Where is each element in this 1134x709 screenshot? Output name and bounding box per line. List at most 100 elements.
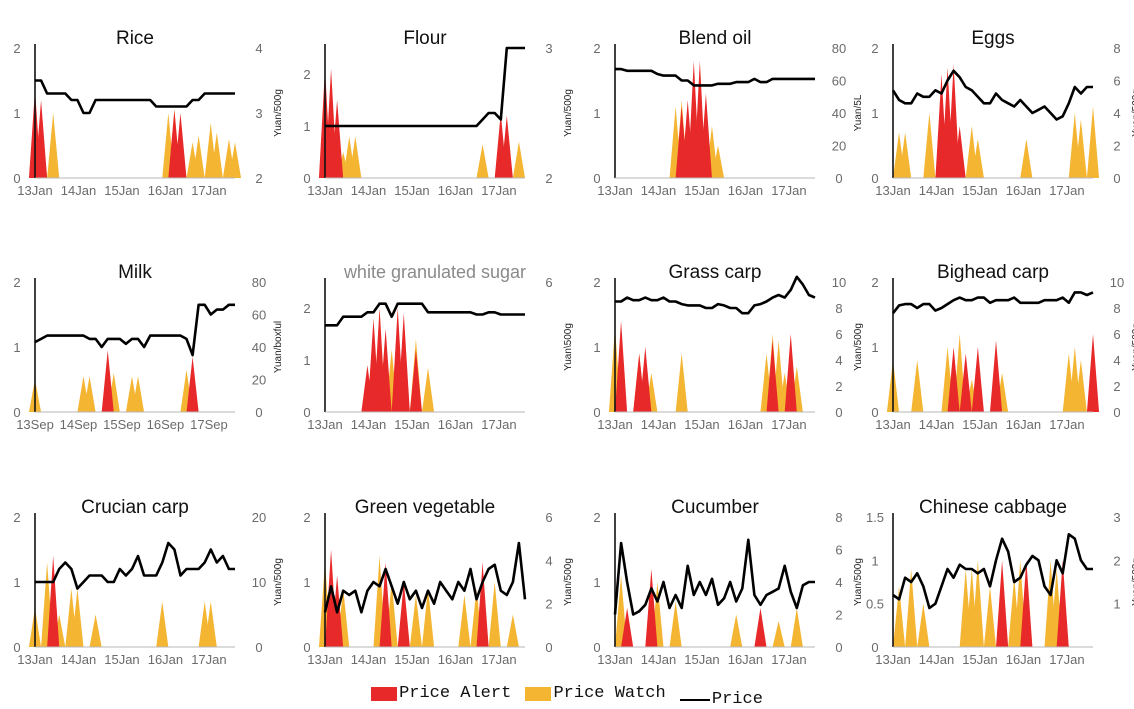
alert-spike xyxy=(174,113,187,178)
panel-flour: Flour 0 1 2 2 3 Yuan/500g 13Jan 14Jan 15Jan 16Jan 1… xyxy=(303,28,574,198)
right-axis-label: Yuan/500g xyxy=(1131,89,1134,137)
price-line xyxy=(891,291,1094,315)
legend-watch: Price Watch xyxy=(525,684,666,703)
left-tick-label: 0 xyxy=(593,640,600,655)
x-tick-label: 17Jan xyxy=(481,417,516,432)
right-tick-label: 80 xyxy=(252,275,266,290)
right-tick-label: 8 xyxy=(835,301,842,316)
watch-spike xyxy=(71,588,84,647)
watch-spike xyxy=(89,614,102,647)
right-tick-label: 2 xyxy=(835,379,842,394)
watch-spike xyxy=(228,142,242,178)
x-tick-label: 14Jan xyxy=(351,417,386,432)
alert-spike xyxy=(766,340,779,412)
right-axis-label: Yuan/5L xyxy=(853,94,864,131)
left-tick-label: 2 xyxy=(303,67,310,82)
alert-spike xyxy=(1020,560,1033,647)
left-tick-label: 1 xyxy=(303,119,310,134)
right-axis-label: Yuan/boxful xyxy=(273,321,284,373)
left-tick-label: 1 xyxy=(871,106,878,121)
right-axis-label: Yuan\500g xyxy=(563,323,574,371)
price-line xyxy=(891,69,1093,121)
watch-spike xyxy=(156,601,169,647)
right-tick-label: 8 xyxy=(835,510,842,525)
right-tick-label: 4 xyxy=(1113,106,1120,121)
watch-spike xyxy=(349,136,362,178)
left-tick-label: 0 xyxy=(303,405,310,420)
right-tick-label: 40 xyxy=(832,106,846,121)
alert-spike xyxy=(186,356,199,412)
panel-green-vegetable: Green vegetable 0 1 2 0 2 4 6 Yuan/500g 13Jan 14Ja… xyxy=(303,497,574,667)
left-tick-label: 0 xyxy=(13,405,20,420)
x-tick-label: 14Jan xyxy=(919,183,954,198)
right-tick-label: 20 xyxy=(252,510,266,525)
right-tick-label: 80 xyxy=(832,41,846,56)
legend-price-line xyxy=(679,698,710,701)
panel-title: Grass carp xyxy=(669,262,762,283)
alert-spike xyxy=(947,64,960,178)
watch-spike xyxy=(675,353,688,412)
alert-spike xyxy=(35,100,48,178)
alert-spike xyxy=(47,556,60,647)
right-tick-label: 2 xyxy=(545,171,552,186)
right-tick-label: 4 xyxy=(835,575,842,590)
x-tick-label: 15Jan xyxy=(962,652,997,667)
alert-spike xyxy=(476,562,489,647)
watch-spike xyxy=(421,588,435,647)
left-tick-label: 2 xyxy=(593,41,600,56)
right-tick-label: 20 xyxy=(832,139,846,154)
panel-title: Chinese cabbage xyxy=(919,497,1067,518)
x-tick-label: 15Jan xyxy=(394,417,429,432)
watch-spike xyxy=(917,603,930,647)
left-tick-label: 2 xyxy=(13,41,20,56)
legend-alert-label: Price Alert xyxy=(399,684,512,703)
right-tick-label: 40 xyxy=(252,340,266,355)
panel-title: Eggs xyxy=(971,28,1014,49)
right-tick-label: 4 xyxy=(255,41,262,56)
watch-spike xyxy=(47,113,60,178)
legend-watch-swatch xyxy=(525,686,552,701)
left-tick-label: 1 xyxy=(303,575,310,590)
left-tick-label: 2 xyxy=(871,275,878,290)
right-tick-label: 8 xyxy=(1113,301,1120,316)
watch-spike xyxy=(458,595,471,647)
right-tick-label: 20 xyxy=(252,373,266,388)
right-tick-label: 10 xyxy=(252,575,266,590)
panel-cucumber: Cucumber 0 1 2 0 2 4 6 8 Yuan/500g 13Jan 14Jan 15Jan… xyxy=(593,497,864,667)
x-tick-label: 14Sep xyxy=(60,417,98,432)
alert-spike xyxy=(621,608,634,647)
price-line xyxy=(34,303,235,357)
x-tick-label: 14Jan xyxy=(61,652,96,667)
left-tick-label: 1 xyxy=(303,353,310,368)
right-axis-label: Yuan/500g xyxy=(853,558,864,606)
x-tick-label: 13Jan xyxy=(875,417,910,432)
right-axis-label: Yuan/500g xyxy=(1131,558,1134,606)
right-tick-label: 4 xyxy=(545,553,552,568)
x-tick-label: 15Sep xyxy=(103,417,141,432)
alert-spike xyxy=(971,347,984,412)
panel-title: Flour xyxy=(403,28,447,49)
watch-spike xyxy=(893,586,906,647)
x-tick-label: 16Jan xyxy=(1006,652,1041,667)
left-tick-label: 0 xyxy=(871,405,878,420)
right-tick-label: 2 xyxy=(545,597,552,612)
right-axis-label: Yuan/500g xyxy=(853,323,864,371)
panel-chinese-cabbage: Chinese cabbage 0 0.5 1 1.5 1 2 3 Yuan/500g 13Jan… xyxy=(866,497,1134,667)
x-tick-label: 16Jan xyxy=(728,417,763,432)
watch-spike xyxy=(971,139,984,178)
right-axis-label: Yuan/500g xyxy=(563,558,574,606)
watch-spike xyxy=(131,376,145,412)
right-tick-label: 10 xyxy=(1110,275,1124,290)
right-tick-label: 60 xyxy=(832,74,846,89)
alert-spike xyxy=(996,560,1009,647)
price-line xyxy=(325,302,525,327)
right-tick-label: 2 xyxy=(1113,139,1120,154)
left-tick-label: 0 xyxy=(871,171,878,186)
legend: Price Alert Price Watch Price xyxy=(0,684,1134,709)
panel-grass-carp: Grass carp 0 1 2 0 2 4 6 8 10 Yuan/500g 13Jan 14Jan 1… xyxy=(593,262,864,432)
left-tick-label: 2 xyxy=(13,275,20,290)
alert-spike xyxy=(959,353,972,412)
x-tick-label: 14Jan xyxy=(351,652,386,667)
